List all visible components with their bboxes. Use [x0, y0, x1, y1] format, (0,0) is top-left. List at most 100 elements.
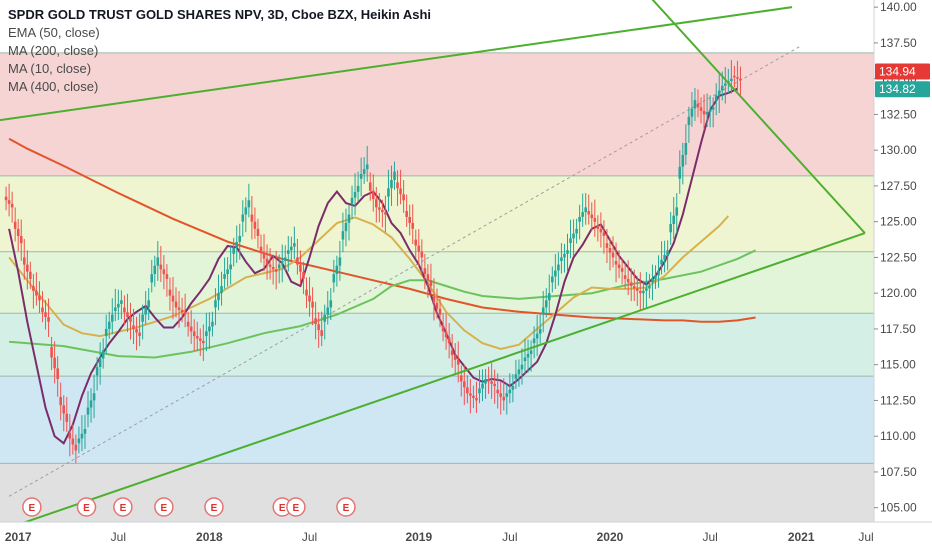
candle-body — [566, 250, 569, 254]
candle-body — [623, 275, 627, 279]
candle-body — [563, 253, 566, 258]
candle-body — [672, 215, 676, 224]
candle-body — [280, 261, 284, 265]
candle-body — [132, 325, 135, 329]
candle-body — [141, 314, 144, 322]
candle-body — [244, 207, 248, 215]
earnings-marker: E — [22, 497, 42, 517]
legend-block: SPDR GOLD TRUST GOLD SHARES NPV, 3D, Cbo… — [8, 6, 431, 96]
candle-body — [177, 307, 181, 310]
earnings-marker: E — [204, 497, 224, 517]
x-tick-label: Jul — [111, 530, 126, 544]
candle-body — [13, 221, 17, 229]
candle-body — [208, 326, 211, 332]
trend-line-dashed — [8, 45, 802, 497]
candle-body — [165, 274, 169, 279]
candle-body — [578, 216, 581, 222]
candle-body — [381, 209, 384, 213]
candle-body — [581, 212, 584, 217]
candle-body — [68, 432, 72, 439]
x-tick-label: 2021 — [788, 530, 815, 544]
candle-body — [602, 232, 606, 236]
candle-body — [575, 228, 578, 234]
candle-body — [329, 300, 333, 308]
candle-body — [359, 174, 363, 179]
candle-body — [256, 228, 260, 236]
candle-body — [693, 100, 697, 109]
candle-body — [89, 400, 93, 408]
candle-body — [605, 243, 609, 248]
candle-body — [711, 107, 715, 110]
candle-body — [411, 222, 415, 229]
candle-body — [435, 302, 439, 309]
candle-body — [526, 353, 530, 358]
candle-body — [293, 243, 296, 247]
candle-body — [211, 321, 214, 327]
candle-body — [532, 338, 536, 344]
indicator-ma-400[interactable]: MA (400, close) — [8, 79, 99, 94]
candle-body — [654, 275, 657, 279]
candle-body — [29, 271, 32, 279]
candle-body — [71, 438, 75, 445]
candle-body — [317, 324, 320, 331]
price-label-box — [875, 81, 930, 98]
candle-body — [687, 116, 691, 126]
candle-body — [253, 221, 257, 229]
candle-body — [238, 235, 242, 242]
candle-body — [511, 386, 515, 390]
candle-body — [101, 350, 105, 359]
candle-body — [274, 269, 278, 272]
candle-body — [432, 296, 436, 303]
indicator-ema-50[interactable]: EMA (50, close) — [8, 25, 100, 40]
candle-body — [110, 314, 114, 322]
candle-body — [499, 393, 503, 397]
candle-body — [217, 293, 220, 301]
candle-body — [250, 214, 254, 222]
y-tick-label: 110.00 — [880, 429, 916, 443]
candle-body — [508, 389, 512, 394]
candle-body — [353, 191, 357, 198]
candle-body — [308, 295, 311, 302]
candle-body — [399, 188, 402, 195]
candle-body — [232, 247, 235, 254]
earnings-marker-label: E — [120, 503, 127, 514]
fib-band — [0, 463, 874, 522]
candle-body — [235, 241, 239, 248]
candle-body — [590, 214, 594, 219]
candle-body — [74, 444, 78, 451]
candle-body — [220, 286, 223, 294]
indicator-ma-10[interactable]: MA (10, close) — [8, 61, 92, 76]
candle-body — [475, 398, 478, 401]
candle-body — [387, 188, 390, 197]
candle-body — [408, 216, 411, 223]
candle-body — [414, 239, 418, 246]
candle-body — [541, 307, 545, 315]
candle-body — [733, 75, 736, 78]
candle-body — [393, 171, 396, 180]
earnings-marker-label: E — [343, 503, 350, 514]
candle-body — [417, 245, 421, 252]
candle-body — [302, 271, 305, 279]
candle-body — [487, 379, 490, 382]
candle-body — [365, 164, 369, 170]
candle-body — [502, 396, 506, 401]
y-tick-label: 117.50 — [880, 322, 916, 336]
candle-body — [429, 280, 433, 287]
candle-body — [241, 214, 245, 222]
candle-body — [626, 278, 630, 283]
candle-body — [520, 364, 524, 370]
candle-body — [554, 270, 557, 277]
candle-body — [296, 257, 299, 265]
candle-body — [714, 95, 718, 101]
earnings-marker-label: E — [29, 503, 36, 514]
time-axis-panel — [0, 522, 932, 550]
candle-body — [22, 257, 26, 265]
candle-body — [466, 387, 469, 394]
indicator-ma-200[interactable]: MA (200, close) — [8, 43, 99, 58]
candle-body — [32, 286, 35, 291]
candle-body — [572, 233, 575, 239]
candle-body — [189, 326, 193, 332]
candle-body — [368, 182, 372, 191]
